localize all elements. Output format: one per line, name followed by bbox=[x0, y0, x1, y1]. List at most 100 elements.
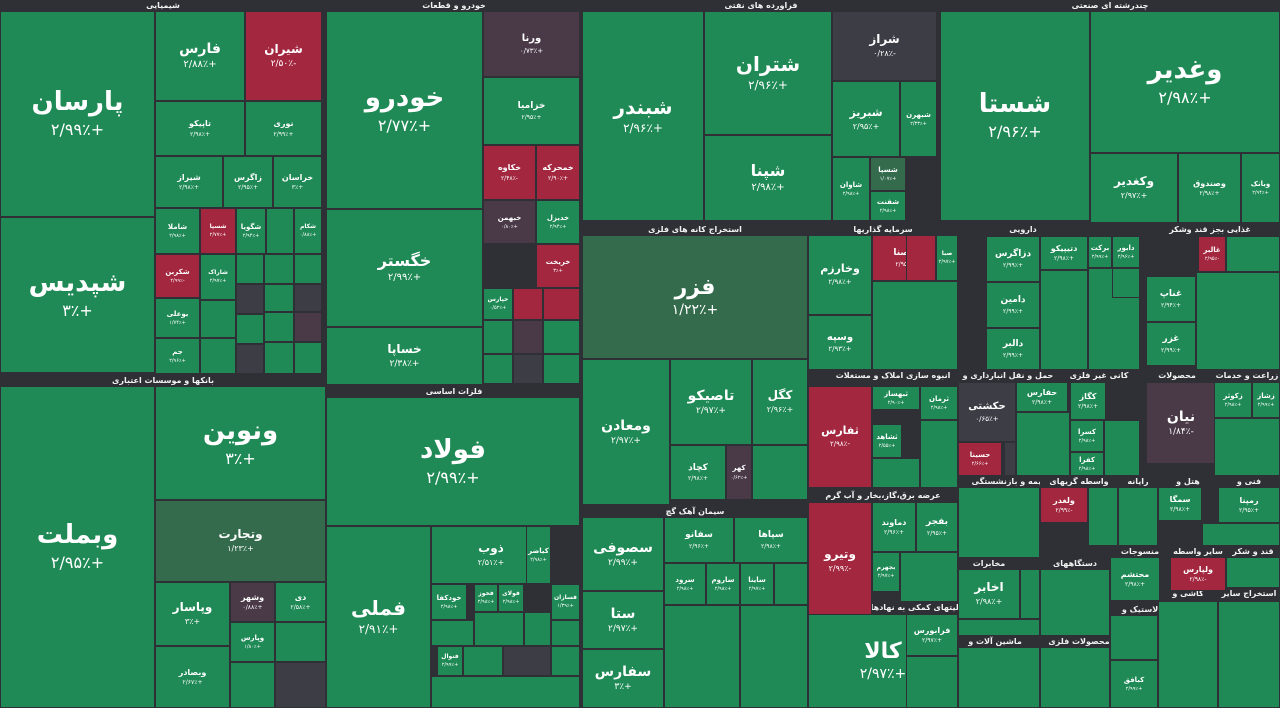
stock-tile-small[interactable] bbox=[513, 320, 543, 354]
stock-tile-small[interactable] bbox=[264, 342, 294, 374]
stock-tile-small[interactable] bbox=[1214, 418, 1280, 476]
stock-tile-small[interactable] bbox=[1112, 268, 1140, 298]
stock-tile[interactable]: ثرمان +۲/۹۸٪ bbox=[920, 386, 958, 420]
stock-tile[interactable]: فولاد +۲/۹۹٪ bbox=[326, 397, 580, 526]
stock-tile[interactable]: خودرو +۲/۷۷٪ bbox=[326, 11, 483, 209]
stock-tile[interactable]: کهر +۰/۶۲٪ bbox=[726, 445, 752, 500]
stock-tile[interactable]: فملی +۲/۹۱٪ bbox=[326, 526, 431, 708]
stock-tile-small[interactable] bbox=[551, 620, 580, 646]
stock-tile-small[interactable] bbox=[1040, 647, 1110, 708]
stock-tile-small[interactable] bbox=[958, 619, 1040, 636]
stock-tile[interactable]: رمپنا +۲/۹۵٪ bbox=[1218, 487, 1280, 523]
stock-tile[interactable]: وتجارت +۱/۲۳٪ bbox=[155, 500, 326, 582]
stock-tile[interactable]: وخارزم +۲/۹۸٪ bbox=[808, 235, 872, 315]
stock-tile[interactable]: خساپا +۲/۳۸٪ bbox=[326, 327, 483, 385]
stock-tile-small[interactable] bbox=[906, 656, 958, 708]
stock-tile[interactable]: کچاد +۲/۹۸٪ bbox=[670, 445, 726, 500]
stock-tile[interactable]: حسینا +۲/۶۶٪ bbox=[958, 442, 1002, 476]
stock-tile-small[interactable] bbox=[236, 344, 264, 374]
stock-tile-small[interactable] bbox=[1040, 270, 1088, 370]
stock-tile[interactable]: شاوان +۲/۹۸٪ bbox=[832, 157, 870, 221]
stock-tile[interactable]: بفجر +۲/۹۵٪ bbox=[916, 502, 958, 552]
stock-tile[interactable]: فسازان +۱/۳۹٪ bbox=[551, 584, 580, 620]
stock-tile[interactable]: کبافق +۲/۹۹٪ bbox=[1110, 660, 1158, 708]
stock-tile[interactable]: دامین +۲/۹۹٪ bbox=[986, 282, 1040, 328]
stock-tile[interactable]: نوری +۲/۹۹٪ bbox=[245, 101, 322, 156]
stock-tile[interactable]: فخوز +۲/۹۸٪ bbox=[474, 584, 498, 612]
stock-tile[interactable]: خودکفا +۲/۹۸٪ bbox=[431, 584, 467, 620]
stock-tile[interactable]: شراز -۰/۲۸٪ bbox=[832, 11, 937, 81]
stock-tile[interactable]: وپاسار +۳٪ bbox=[155, 582, 230, 646]
stock-tile[interactable]: خمحرکه +۲/۹۰٪ bbox=[536, 145, 580, 200]
stock-tile-small[interactable] bbox=[1104, 420, 1140, 476]
stock-tile-small[interactable] bbox=[236, 284, 264, 314]
stock-tile-small[interactable] bbox=[543, 354, 580, 384]
stock-tile[interactable]: جم +۲/۹۶٪ bbox=[155, 338, 200, 374]
stock-tile[interactable]: شگویا +۲/۹۴٪ bbox=[236, 208, 266, 254]
stock-tile[interactable]: شکام +۰/۸۸٪ bbox=[294, 208, 322, 254]
stock-tile-small[interactable] bbox=[513, 354, 543, 384]
stock-tile[interactable]: شپنا +۲/۹۸٪ bbox=[704, 135, 832, 221]
stock-tile[interactable]: حکشتی +۰/۶۵٪ bbox=[958, 382, 1016, 442]
stock-tile[interactable]: زکوثر +۲/۹۸٪ bbox=[1214, 382, 1252, 418]
stock-tile[interactable]: فنوال +۲/۹۹٪ bbox=[437, 646, 463, 676]
stock-tile-small[interactable] bbox=[236, 254, 264, 284]
stock-tile-small[interactable] bbox=[483, 354, 513, 384]
stock-tile[interactable]: خریخت +۳٪ bbox=[536, 244, 580, 288]
stock-tile-small[interactable] bbox=[431, 620, 474, 646]
stock-tile-small[interactable] bbox=[524, 612, 551, 646]
stock-tile[interactable]: سپاها +۲/۹۸٪ bbox=[734, 517, 808, 563]
stock-tile-small[interactable] bbox=[1226, 557, 1280, 588]
stock-tile[interactable]: تاصیکو +۲/۹۷٪ bbox=[670, 359, 752, 445]
stock-tile[interactable]: شبندر +۲/۹۶٪ bbox=[582, 11, 704, 221]
stock-tile[interactable]: ولغدر -۲/۹۹٪ bbox=[1040, 487, 1088, 523]
stock-tile[interactable]: شتران +۲/۹۶٪ bbox=[704, 11, 832, 135]
stock-tile[interactable]: وسپه +۲/۹۳٪ bbox=[808, 315, 872, 370]
stock-tile[interactable]: غزر +۲/۹۹٪ bbox=[1146, 322, 1196, 366]
stock-tile-small[interactable] bbox=[294, 342, 322, 374]
stock-tile-small[interactable] bbox=[513, 288, 543, 320]
stock-tile-small[interactable] bbox=[236, 314, 264, 344]
stock-tile[interactable]: وغدیر +۲/۹۸٪ bbox=[1090, 11, 1280, 153]
stock-tile[interactable]: شفنت +۲/۹۸٪ bbox=[870, 191, 906, 221]
stock-tile[interactable]: ورنا +۰/۷۳٪ bbox=[483, 11, 580, 77]
stock-tile[interactable]: دزاگرس +۲/۹۹٪ bbox=[986, 236, 1040, 282]
stock-tile[interactable]: غالبر -۲/۹۵٪ bbox=[1198, 236, 1226, 272]
stock-tile[interactable]: خکاوه -۲/۴۸٪ bbox=[483, 145, 536, 200]
stock-tile[interactable]: زاگرس +۲/۹۵٪ bbox=[223, 156, 273, 208]
stock-tile[interactable]: فزر +۱/۲۲٪ bbox=[582, 235, 808, 359]
stock-tile[interactable]: بوعلی +۱/۷۴٪ bbox=[155, 298, 200, 338]
stock-tile-small[interactable] bbox=[1226, 236, 1280, 272]
stock-tile[interactable]: خدیزل +۲/۹۴٪ bbox=[536, 200, 580, 244]
stock-tile-small[interactable] bbox=[483, 320, 513, 354]
stock-tile-small[interactable] bbox=[1202, 523, 1280, 546]
stock-tile-small[interactable] bbox=[200, 300, 236, 338]
stock-tile-small[interactable] bbox=[543, 320, 580, 354]
stock-tile-small[interactable] bbox=[551, 646, 580, 676]
stock-tile-small[interactable] bbox=[1088, 487, 1118, 546]
stock-tile[interactable]: کگاز +۲/۹۸٪ bbox=[1070, 382, 1106, 420]
stock-tile[interactable]: ومعادن +۲/۹۷٪ bbox=[582, 359, 670, 505]
stock-tile[interactable]: دالبر +۲/۹۹٪ bbox=[986, 328, 1040, 370]
stock-tile-small[interactable] bbox=[1158, 601, 1218, 708]
stock-tile-small[interactable] bbox=[1196, 272, 1280, 370]
stock-tile[interactable]: وکغدیر +۲/۹۷٪ bbox=[1090, 153, 1178, 223]
stock-tile[interactable]: خپارس +۰/۵۲٪ bbox=[483, 288, 513, 320]
stock-tile-small[interactable] bbox=[264, 284, 294, 312]
stock-tile[interactable]: ساروم +۲/۹۸٪ bbox=[706, 563, 740, 605]
stock-tile[interactable]: شسپا +۲/۷۷٪ bbox=[200, 208, 236, 254]
stock-tile-small[interactable] bbox=[463, 646, 503, 676]
stock-tile[interactable]: خگستر +۲/۹۹٪ bbox=[326, 209, 483, 327]
stock-tile[interactable]: کگل +۲/۹۶٪ bbox=[752, 359, 808, 445]
stock-tile[interactable]: شاراک +۲/۹۷٪ bbox=[200, 254, 236, 300]
stock-tile-small[interactable] bbox=[1218, 601, 1280, 708]
stock-tile[interactable]: سصوفی +۲/۹۹٪ bbox=[582, 517, 664, 591]
stock-tile[interactable]: شپدیس +۳٪ bbox=[0, 217, 155, 373]
stock-tile[interactable]: وپارس +۱/۸۰٪ bbox=[230, 622, 275, 662]
stock-tile-small[interactable] bbox=[275, 622, 326, 662]
stock-tile-small[interactable] bbox=[752, 445, 808, 500]
stock-tile[interactable]: وتیرو -۲/۹۹٪ bbox=[808, 502, 872, 620]
stock-tile-small[interactable] bbox=[294, 254, 322, 284]
stock-tile-small[interactable] bbox=[503, 646, 551, 676]
stock-tile[interactable]: سفانو +۲/۹۶٪ bbox=[664, 517, 734, 563]
